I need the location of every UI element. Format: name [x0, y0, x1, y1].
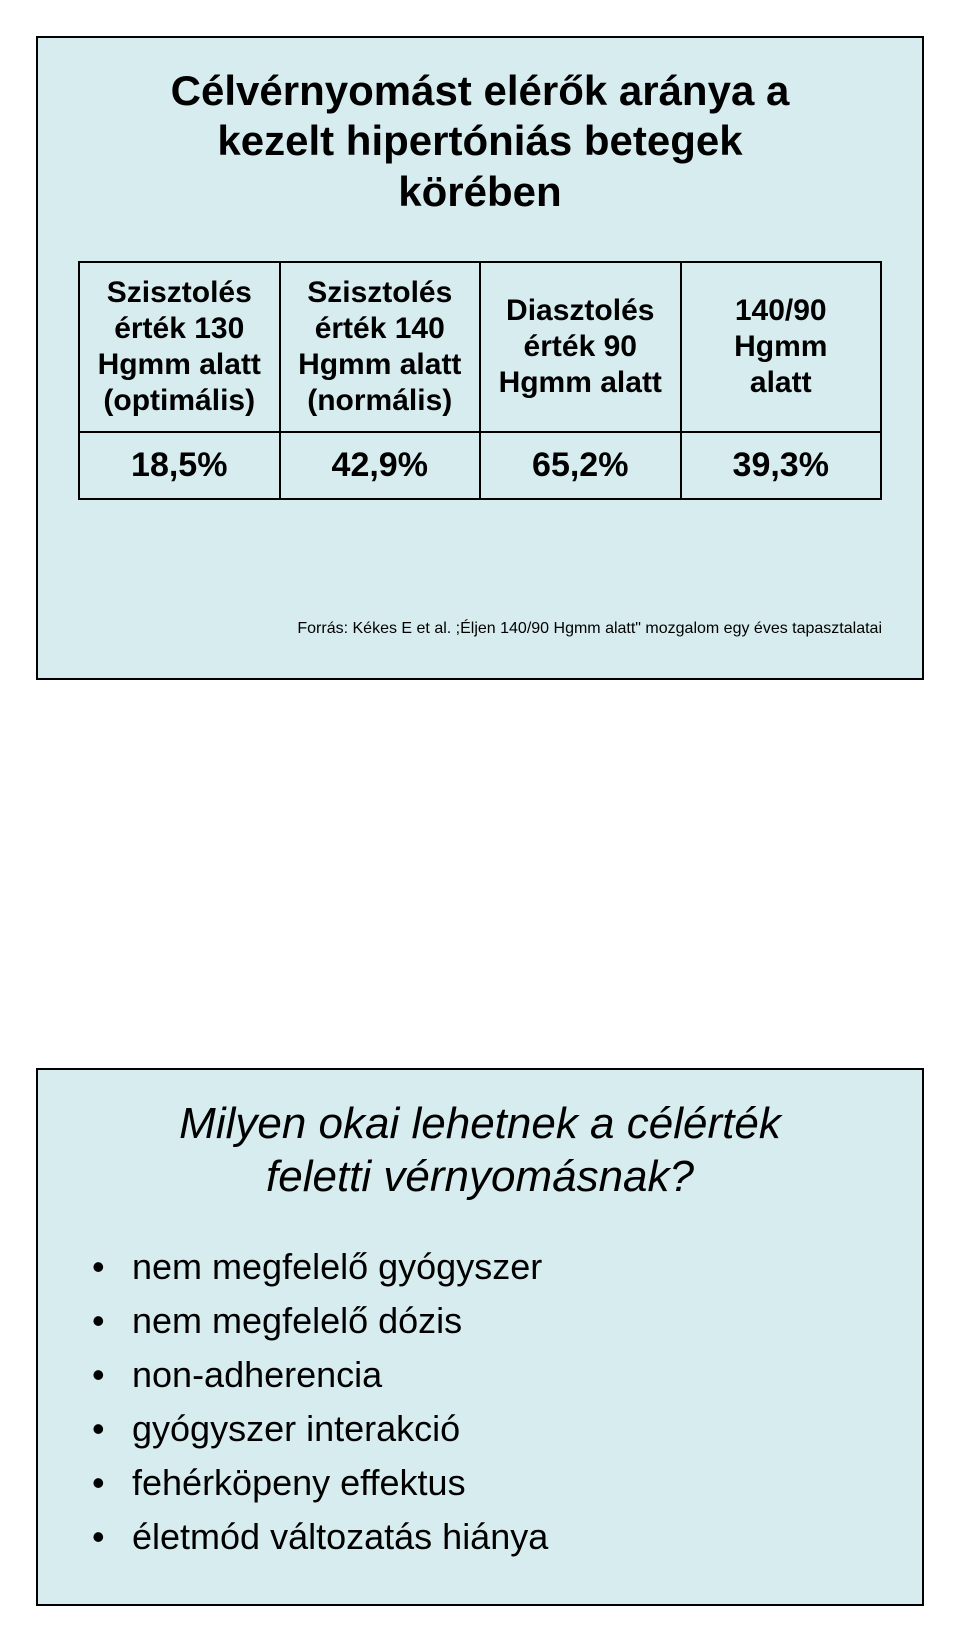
bottom-panel-inner: Milyen okai lehetnek a célérték feletti …: [38, 1070, 922, 1604]
top-title: Célvérnyomást elérők aránya a kezelt hip…: [78, 66, 882, 217]
bullet-item: gyógyszer interakció: [88, 1402, 882, 1456]
source-citation: Forrás: Kékes E et al. ;Éljen 140/90 Hgm…: [78, 620, 882, 638]
bullet-list: nem megfelelő gyógyszer nem megfelelő dó…: [78, 1240, 882, 1564]
bullet-item: nem megfelelő gyógyszer: [88, 1240, 882, 1294]
table-value-row: 18,5% 42,9% 65,2% 39,3%: [79, 432, 881, 499]
bullet-item: non-adherencia: [88, 1348, 882, 1402]
table-header-cell: 140/90 Hgmm alatt: [681, 262, 882, 432]
table-header-cell: Diasztolés érték 90 Hgmm alatt: [480, 262, 681, 432]
page: Célvérnyomást elérők aránya a kezelt hip…: [0, 0, 960, 1642]
table-header-cell: Szisztolés érték 140 Hgmm alatt (normáli…: [280, 262, 481, 432]
top-panel-inner: Célvérnyomást elérők aránya a kezelt hip…: [38, 38, 922, 678]
table-value-cell: 42,9%: [280, 432, 481, 499]
table-value-cell: 65,2%: [480, 432, 681, 499]
top-panel: Célvérnyomást elérők aránya a kezelt hip…: [36, 36, 924, 680]
bullet-item: nem megfelelő dózis: [88, 1294, 882, 1348]
table-header-row: Szisztolés érték 130 Hgmm alatt (optimál…: [79, 262, 881, 432]
bullet-item: életmód változatás hiánya: [88, 1510, 882, 1564]
bullet-item: fehérköpeny effektus: [88, 1456, 882, 1510]
bottom-panel: Milyen okai lehetnek a célérték feletti …: [36, 1068, 924, 1606]
data-table: Szisztolés érték 130 Hgmm alatt (optimál…: [78, 261, 882, 500]
table-value-cell: 18,5%: [79, 432, 280, 499]
table-header-cell: Szisztolés érték 130 Hgmm alatt (optimál…: [79, 262, 280, 432]
table-value-cell: 39,3%: [681, 432, 882, 499]
bottom-title: Milyen okai lehetnek a célérték feletti …: [78, 1098, 882, 1204]
